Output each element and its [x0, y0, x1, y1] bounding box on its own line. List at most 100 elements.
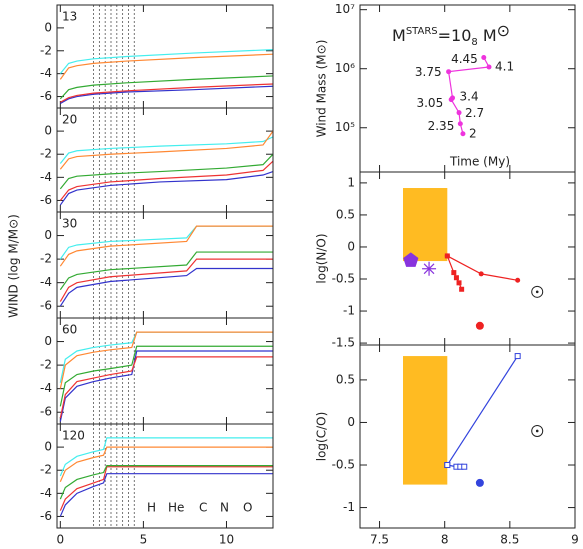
- panel-label: 20: [62, 113, 77, 127]
- title-part: 8: [471, 37, 477, 48]
- point: [453, 275, 459, 281]
- y-tick-label: -2: [40, 358, 52, 372]
- point: [531, 285, 544, 298]
- panel-frame: [56, 211, 274, 319]
- panel-label: 60: [62, 323, 77, 337]
- point: [451, 270, 457, 276]
- point: [460, 131, 466, 137]
- legend-entry: N: [220, 501, 229, 515]
- y-tick-label: -4: [40, 275, 52, 289]
- point-label: 2.7: [465, 106, 484, 120]
- y-tick-label: 0: [44, 124, 52, 138]
- series-line: [60, 85, 274, 104]
- legend-entry: He: [168, 501, 184, 515]
- point-label: 4.1: [495, 59, 514, 73]
- panel-label: 30: [62, 217, 77, 231]
- series-line: [59, 160, 274, 201]
- y-tick-label: 0: [44, 440, 52, 454]
- y-tick-label: -4: [40, 170, 52, 184]
- panel-label: 120: [62, 429, 85, 443]
- y-tick-label: -2: [40, 463, 52, 477]
- y-tick-label: 0: [347, 239, 355, 253]
- point: [515, 277, 521, 283]
- point: [461, 463, 468, 470]
- y-axis-label: Wind Mass (M⊙): [315, 40, 329, 138]
- y-tick-label: -4: [40, 486, 52, 500]
- x-tick-label: 0: [57, 533, 65, 547]
- point: [481, 54, 487, 60]
- y-tick-label: -0.5: [332, 458, 355, 472]
- point: [478, 271, 484, 277]
- point: [486, 64, 492, 70]
- panel-title: MSTARS=108 M⊙: [392, 21, 510, 49]
- panel-frame: [359, 344, 576, 529]
- series-line: [446, 355, 519, 466]
- point: [459, 286, 465, 292]
- panel-frame: [56, 4, 274, 109]
- y-tick-label: 0.5: [336, 207, 355, 221]
- series-line: [59, 75, 274, 100]
- y-tick-label: 10⁷: [335, 2, 355, 16]
- y-tick-label: -1.5: [332, 336, 355, 350]
- title-part: M: [478, 26, 497, 45]
- y-tick-label: 0: [44, 334, 52, 348]
- point: [456, 280, 462, 286]
- series-line: [59, 136, 274, 164]
- title-part: ⊙: [497, 21, 510, 40]
- y-axis-label: log(C/O): [315, 412, 329, 462]
- y-tick-label: -2: [40, 252, 52, 266]
- x-tick-label: 10: [219, 533, 234, 547]
- y-tick-label: -2: [40, 147, 52, 161]
- series-line: [59, 170, 274, 206]
- series-line: [59, 251, 273, 291]
- x-tick-label: 8: [441, 533, 449, 547]
- point: [444, 462, 451, 469]
- y-tick-label: -6: [40, 509, 52, 523]
- series-line: [59, 350, 273, 422]
- title-part: STARS: [406, 26, 438, 37]
- panel-frame: [56, 423, 274, 529]
- legend-entry: H: [147, 501, 156, 515]
- point-label: 3.05: [416, 96, 443, 110]
- range-band: [403, 188, 448, 262]
- annotation: Time (My): [449, 155, 510, 169]
- x-tick-label: 5: [140, 533, 148, 547]
- point: [446, 69, 452, 75]
- sun-dot: [535, 290, 539, 294]
- point: [457, 121, 463, 127]
- x-tick-label: 9: [571, 533, 579, 547]
- x-tick-label: 7.5: [370, 533, 389, 547]
- y-tick-label: -6: [40, 193, 52, 207]
- series-line: [59, 130, 274, 170]
- point: [475, 321, 484, 330]
- y-tick-label: -4: [40, 381, 52, 395]
- sun-dot: [535, 429, 539, 433]
- title-part: =10: [438, 26, 472, 45]
- y-tick-label: 0.5: [336, 372, 355, 386]
- asterisk-stroke: [423, 263, 435, 275]
- y-tick-label: -6: [40, 405, 52, 419]
- series-line: [59, 331, 273, 389]
- series-line: [59, 49, 274, 75]
- point-label: 3.75: [415, 65, 442, 79]
- y-tick-label: 0: [347, 415, 355, 429]
- legend-entry: C: [199, 501, 207, 515]
- y-tick-label: -1: [343, 500, 355, 514]
- point-label: 3.4: [460, 89, 479, 103]
- y-tick-label: -6: [40, 299, 52, 313]
- point: [422, 261, 437, 276]
- legend-entry: O: [243, 501, 252, 515]
- series-line: [59, 267, 273, 307]
- series-line: [60, 83, 274, 103]
- point: [514, 353, 521, 360]
- series-line: [59, 345, 273, 407]
- panel-frame: [359, 171, 576, 346]
- y-tick-label: -4: [40, 66, 52, 80]
- point: [450, 95, 456, 101]
- y-tick-label: 0: [44, 20, 52, 34]
- y-tick-label: -1: [343, 304, 355, 318]
- y-axis-label: WIND (log M/M⊙): [7, 214, 21, 318]
- series-line: [59, 446, 273, 483]
- y-tick-label: 0: [44, 228, 52, 242]
